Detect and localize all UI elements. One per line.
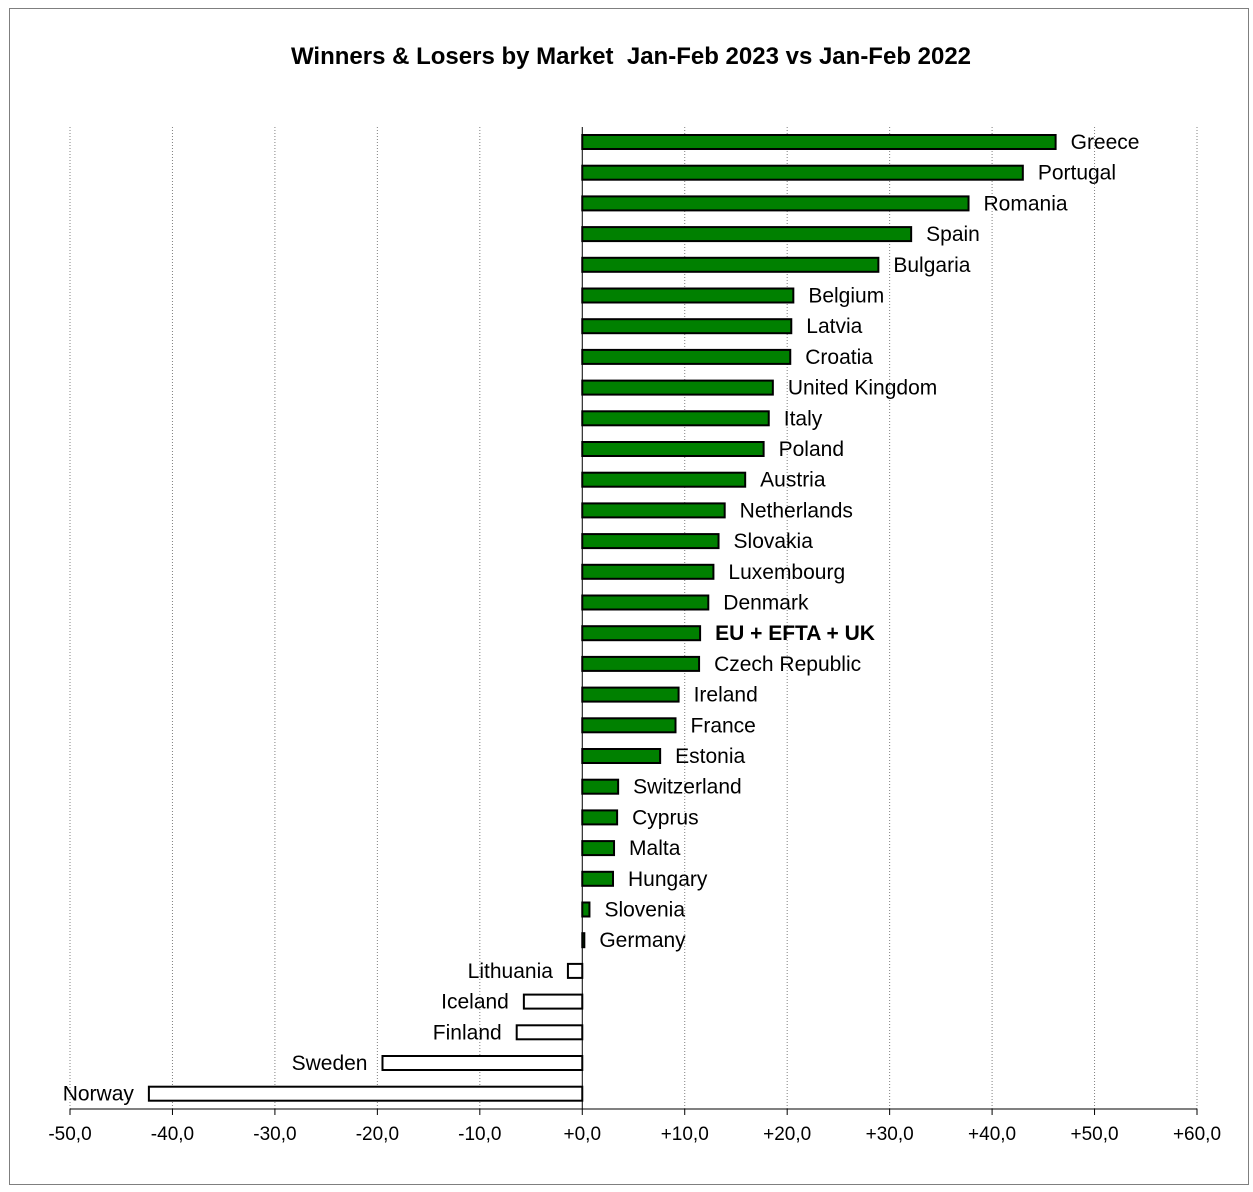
bar-label: Spain (926, 223, 980, 246)
bar (566, 962, 584, 979)
bar (581, 778, 620, 795)
bar (581, 748, 662, 764)
bar (581, 870, 615, 887)
bar (381, 1055, 584, 1071)
bar-label: Slovenia (604, 899, 685, 922)
bar-label: EU + EFTA + UK (715, 622, 875, 645)
bar-label: United Kingdom (788, 377, 937, 400)
bar-label: Italy (784, 407, 823, 430)
bar-label: Malta (629, 837, 681, 860)
bar (581, 717, 677, 734)
bar (581, 502, 726, 519)
bar (581, 594, 710, 611)
bar-label: Romania (984, 192, 1068, 215)
bar-label: Switzerland (633, 776, 742, 799)
x-tick-label: -20,0 (356, 1124, 399, 1145)
x-tick-label: -10,0 (458, 1124, 501, 1145)
bar-label: Bulgaria (893, 254, 970, 277)
bar (581, 441, 765, 457)
bar-label: Croatia (805, 346, 873, 369)
bar-label: Germany (599, 929, 686, 952)
bar (581, 625, 702, 642)
bar-label: Greece (1071, 131, 1140, 154)
bar (581, 655, 701, 672)
bar-label: Slovakia (734, 530, 814, 553)
bar (581, 809, 619, 826)
bar-label: Sweden (292, 1052, 368, 1075)
bar-label: Luxembourg (728, 561, 845, 584)
x-tick-label: -40,0 (151, 1124, 194, 1145)
bar (581, 226, 913, 243)
x-tick-label: +40,0 (968, 1124, 1016, 1145)
bar (147, 1085, 584, 1102)
bar-label: Hungary (628, 868, 708, 891)
bar (581, 563, 715, 580)
bar-label: France (691, 714, 756, 737)
bar-label: Netherlands (740, 499, 853, 522)
bar (522, 993, 584, 1010)
bar (581, 840, 616, 857)
x-tick-label: -30,0 (253, 1124, 296, 1145)
bar-label: Poland (779, 438, 844, 461)
bar (581, 348, 792, 365)
x-tick-label: +30,0 (866, 1124, 914, 1145)
bar (581, 164, 1024, 181)
bar (581, 318, 793, 335)
bar-label: Czech Republic (714, 653, 861, 676)
bar-label: Portugal (1038, 162, 1116, 185)
x-tick-label: +10,0 (661, 1124, 709, 1145)
bar (581, 686, 680, 703)
bar-label: Cyprus (632, 806, 699, 829)
x-tick-label: +60,0 (1173, 1124, 1221, 1145)
chart-title: Winners & Losers by Market Jan-Feb 2023 … (290, 43, 972, 70)
bar-label: Iceland (441, 991, 509, 1014)
bar (581, 471, 747, 488)
bar-label: Denmark (723, 592, 809, 615)
bar (581, 901, 591, 918)
x-tick-label: +50,0 (1071, 1124, 1119, 1145)
bar (581, 256, 880, 273)
bar-label: Lithuania (468, 960, 554, 983)
bar (581, 134, 1057, 150)
bar-label: Norway (63, 1083, 135, 1106)
x-tick-label: +0,0 (564, 1124, 602, 1145)
bar (581, 410, 770, 427)
x-tick-label: -50,0 (48, 1124, 91, 1145)
bar-label: Austria (760, 469, 826, 492)
x-tick-label: +20,0 (763, 1124, 811, 1145)
bar-label: Finland (433, 1021, 502, 1044)
bar (581, 533, 720, 550)
bar-label: Estonia (675, 745, 745, 768)
bar (581, 287, 795, 304)
bar-label: Ireland (694, 684, 758, 707)
bar (515, 1024, 584, 1041)
bar-label: Latvia (806, 315, 862, 338)
bar (581, 379, 774, 396)
bar (581, 195, 970, 212)
bar-label: Belgium (808, 285, 884, 308)
